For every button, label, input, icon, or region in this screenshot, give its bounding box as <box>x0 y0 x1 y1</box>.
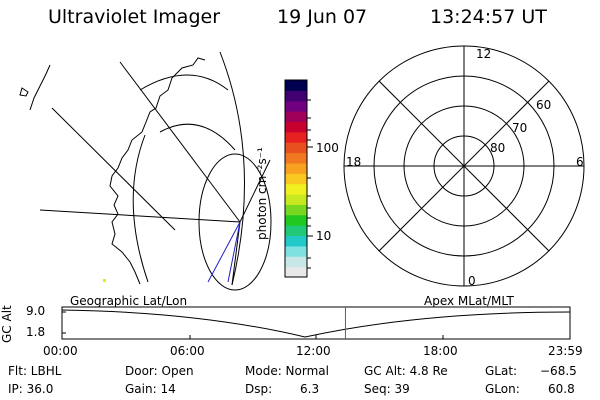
info-gain: Gain: 14 <box>125 382 176 396</box>
mlt-axis-diagonal <box>378 80 550 252</box>
colorbar-segment <box>285 142 307 154</box>
info-seq: Seq: 39 <box>364 382 410 396</box>
latitude-circle <box>198 153 272 291</box>
colorbar <box>285 80 307 278</box>
colorbar-ticks <box>307 99 313 269</box>
left-panel-label: Geographic Lat/Lon <box>70 294 188 308</box>
graticule-line <box>39 209 241 223</box>
time-tick-1800: 18:00 <box>423 344 458 358</box>
colorbar-segment <box>285 214 307 226</box>
graticule-line <box>51 107 176 231</box>
colorbar-segment <box>285 235 307 247</box>
island <box>19 87 29 97</box>
coastline <box>109 57 206 285</box>
time-label: 13:24:57 UT <box>430 6 547 28</box>
app-title: Ultraviolet Imager <box>48 6 221 28</box>
mlat-label-70: 70 <box>512 121 528 135</box>
colorbar-segment <box>285 256 307 268</box>
time-tick-0000: 00:00 <box>43 344 78 358</box>
time-tick-1200: 12:00 <box>296 344 331 358</box>
info-flt: Flt: LBHL <box>8 364 62 378</box>
colorbar-segment <box>285 131 307 143</box>
altitude-curve <box>61 309 571 338</box>
mlt-label-12: 12 <box>476 47 492 61</box>
polar-plot <box>343 45 585 287</box>
colorbar-segment <box>285 266 307 278</box>
colorbar-unit-label: photon cm⁻²s⁻¹ <box>255 147 269 240</box>
longitude-curve <box>139 74 229 91</box>
colorbar-segment <box>285 90 307 102</box>
info-glon-value: 60.8 <box>548 382 575 396</box>
mlt-label-6: 6 <box>576 155 584 169</box>
colorbar-segment <box>285 225 307 237</box>
colorbar-segment <box>285 100 307 112</box>
colorbar-segment <box>285 121 307 133</box>
colorbar-segment <box>285 111 307 122</box>
terminator-line <box>207 221 241 283</box>
info-glat-value: −68.5 <box>540 364 577 378</box>
info-ip: IP: 36.0 <box>8 382 54 396</box>
time-tick-2359: 23:59 <box>548 344 583 358</box>
colorbar-segment <box>285 245 307 257</box>
right-panel-label: Apex MLat/MLT <box>424 294 514 308</box>
graticule-line <box>119 61 241 223</box>
graticule-line <box>231 221 241 286</box>
map-boundary-arc-inner <box>132 134 149 283</box>
graticule-line <box>239 159 271 223</box>
colorbar-segment <box>285 204 307 216</box>
colorbar-tick-100: 100 <box>316 141 339 155</box>
info-dsp-label: Dsp: <box>245 382 273 396</box>
colorbar-segment <box>285 173 307 185</box>
mlat-label-60: 60 <box>536 98 552 112</box>
mlt-label-0: 0 <box>468 274 476 288</box>
info-mode: Mode: Normal <box>245 364 329 378</box>
longitude-curve <box>159 123 236 151</box>
altitude-axis-label: GC Alt <box>0 305 14 343</box>
info-dsp-value: 6.3 <box>300 382 320 396</box>
mlt-label-18: 18 <box>346 155 362 169</box>
info-gc-alt: GC Alt: 4.8 Re <box>364 364 448 378</box>
colorbar-segment <box>285 183 307 195</box>
altitude-max-label: 9.0 <box>26 304 46 318</box>
time-tick-0600: 06:00 <box>170 344 205 358</box>
colorbar-segment <box>285 194 307 205</box>
terminator-line <box>227 221 241 283</box>
altitude-min-label: 1.8 <box>26 325 46 339</box>
coastline-left <box>29 64 51 111</box>
colorbar-segment <box>285 80 307 91</box>
info-door: Door: Open <box>125 364 194 378</box>
colorbar-tick-10: 10 <box>316 229 332 243</box>
map-boundary-arc <box>219 51 245 286</box>
colorbar-segment <box>285 152 307 164</box>
info-glon-label: GLon: <box>485 382 520 396</box>
colorbar-segment <box>285 162 307 174</box>
mlat-label-80: 80 <box>490 141 506 155</box>
date-label: 19 Jun 07 <box>277 6 368 28</box>
geographic-map <box>19 51 272 291</box>
spot-marker <box>103 279 106 282</box>
info-glat-label: GLat: <box>485 364 518 378</box>
altitude-ticks <box>62 311 444 339</box>
